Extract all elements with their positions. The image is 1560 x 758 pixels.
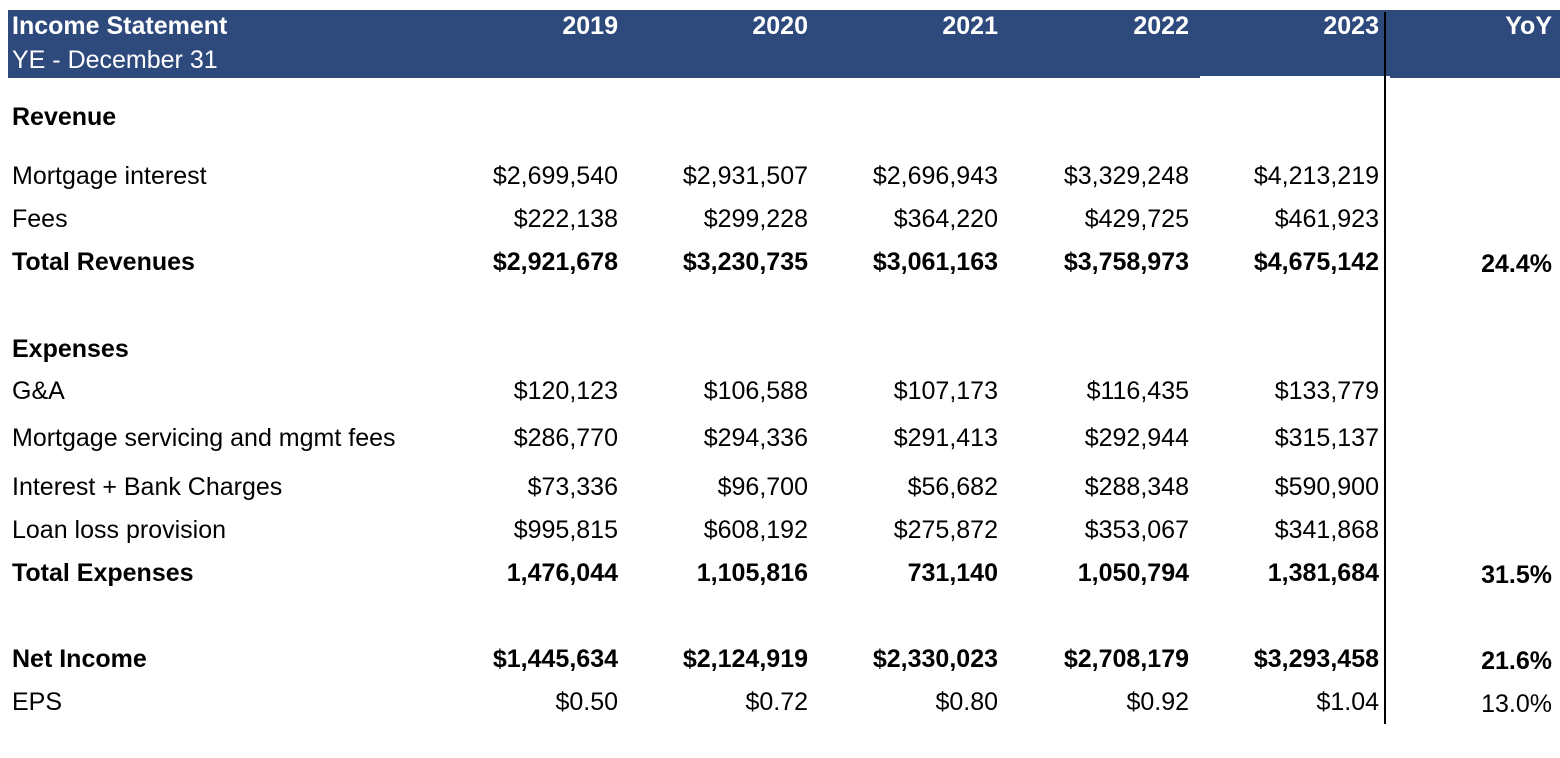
cell-2022: $429,725 [1084, 205, 1189, 233]
cell-2022: $0.92 [1126, 688, 1189, 716]
cell-2023: $1.04 [1316, 688, 1379, 716]
cell-2022: $3,758,973 [1063, 248, 1189, 276]
row-label: Mortgage servicing and mgmt fees [12, 424, 396, 452]
cell-2019: $120,123 [513, 377, 618, 405]
cell-2019: $2,921,678 [492, 248, 618, 276]
cell-2020: $96,700 [717, 473, 808, 501]
statement-title: Income Statement [12, 12, 228, 40]
row-label: Mortgage interest [12, 162, 207, 190]
year-header-2021: 2021 [942, 12, 998, 40]
cell-yoy: 24.4% [1481, 250, 1552, 278]
cell-2022: 1,050,794 [1077, 559, 1189, 587]
cell-2022: $288,348 [1084, 473, 1189, 501]
year-header-2020: 2020 [752, 12, 808, 40]
cell-2019: $73,336 [527, 473, 618, 501]
year-header-2022: 2022 [1133, 12, 1189, 40]
year-header-2019: 2019 [562, 12, 618, 40]
cell-2023: $4,213,219 [1253, 162, 1379, 190]
row-label: EPS [12, 688, 63, 716]
column-divider [1384, 12, 1386, 724]
cell-2020: $106,588 [703, 377, 808, 405]
cell-2023: $3,293,458 [1253, 645, 1379, 673]
cell-2020: $2,931,507 [682, 162, 808, 190]
cell-2021: $107,173 [893, 377, 998, 405]
cell-2020: $294,336 [703, 424, 808, 452]
row-label: Loan loss provision [12, 516, 227, 544]
row-ga: G&A $120,123 $106,588 $107,173 $116,435 … [0, 377, 1560, 411]
section-expenses: Expenses [12, 335, 129, 363]
cell-2022: $2,708,179 [1063, 645, 1189, 673]
cell-2019: $0.50 [555, 688, 618, 716]
cell-2021: $2,696,943 [872, 162, 998, 190]
row-total-expenses: Total Expenses 1,476,044 1,105,816 731,1… [0, 559, 1560, 593]
row-label: Fees [12, 205, 68, 233]
row-fees: Fees $222,138 $299,228 $364,220 $429,725… [0, 205, 1560, 239]
cell-2021: $275,872 [893, 516, 998, 544]
header-band: Income Statement YE - December 31 2019 2… [8, 10, 1560, 78]
cell-2019: $1,445,634 [492, 645, 618, 673]
cell-2019: $995,815 [513, 516, 618, 544]
cell-2021: $2,330,023 [872, 645, 998, 673]
cell-2020: $608,192 [703, 516, 808, 544]
cell-2021: $0.80 [935, 688, 998, 716]
row-mortgage-interest: Mortgage interest $2,699,540 $2,931,507 … [0, 162, 1560, 196]
cell-2022: $353,067 [1084, 516, 1189, 544]
section-revenue: Revenue [12, 103, 117, 131]
statement-subtitle: YE - December 31 [12, 46, 218, 74]
yoy-header: YoY [1505, 12, 1552, 40]
cell-2022: $292,944 [1084, 424, 1189, 452]
cell-2021: $364,220 [893, 205, 998, 233]
cell-2019: $286,770 [513, 424, 618, 452]
cell-2023: $315,137 [1274, 424, 1379, 452]
row-total-revenues: Total Revenues $2,921,678 $3,230,735 $3,… [0, 248, 1560, 282]
cell-2019: 1,476,044 [506, 559, 618, 587]
row-label: Net Income [12, 645, 147, 673]
cell-2022: $116,435 [1086, 377, 1189, 405]
row-label: G&A [12, 377, 65, 405]
cell-2023: $4,675,142 [1253, 248, 1379, 276]
cell-2021: $56,682 [907, 473, 998, 501]
cell-2020: 1,105,816 [696, 559, 808, 587]
cell-yoy: 13.0% [1481, 690, 1552, 718]
cell-2023: $133,779 [1274, 377, 1379, 405]
header-gap [1200, 76, 1390, 78]
row-label: Interest + Bank Charges [12, 473, 283, 501]
cell-2022: $3,329,248 [1063, 162, 1189, 190]
cell-yoy: 31.5% [1481, 561, 1552, 589]
cell-yoy: 21.6% [1481, 647, 1552, 675]
cell-2020: $0.72 [745, 688, 808, 716]
cell-2021: $291,413 [893, 424, 998, 452]
cell-2019: $2,699,540 [492, 162, 618, 190]
year-header-2023: 2023 [1323, 12, 1379, 40]
cell-2023: 1,381,684 [1267, 559, 1379, 587]
row-net-income: Net Income $1,445,634 $2,124,919 $2,330,… [0, 645, 1560, 679]
row-label: Total Revenues [12, 248, 195, 276]
cell-2021: $3,061,163 [872, 248, 998, 276]
cell-2020: $3,230,735 [682, 248, 808, 276]
cell-2020: $2,124,919 [682, 645, 808, 673]
cell-2023: $341,868 [1274, 516, 1379, 544]
row-eps: EPS $0.50 $0.72 $0.80 $0.92 $1.04 13.0% [0, 688, 1560, 722]
row-mortgage-servicing: Mortgage servicing and mgmt fees $286,77… [0, 424, 1560, 458]
cell-2021: 731,140 [907, 559, 998, 587]
cell-2020: $299,228 [703, 205, 808, 233]
row-loan-loss-provision: Loan loss provision $995,815 $608,192 $2… [0, 516, 1560, 550]
row-interest-bank-charges: Interest + Bank Charges $73,336 $96,700 … [0, 473, 1560, 507]
cell-2023: $461,923 [1274, 205, 1379, 233]
cell-2023: $590,900 [1274, 473, 1379, 501]
row-label: Total Expenses [12, 559, 194, 587]
cell-2019: $222,138 [513, 205, 618, 233]
